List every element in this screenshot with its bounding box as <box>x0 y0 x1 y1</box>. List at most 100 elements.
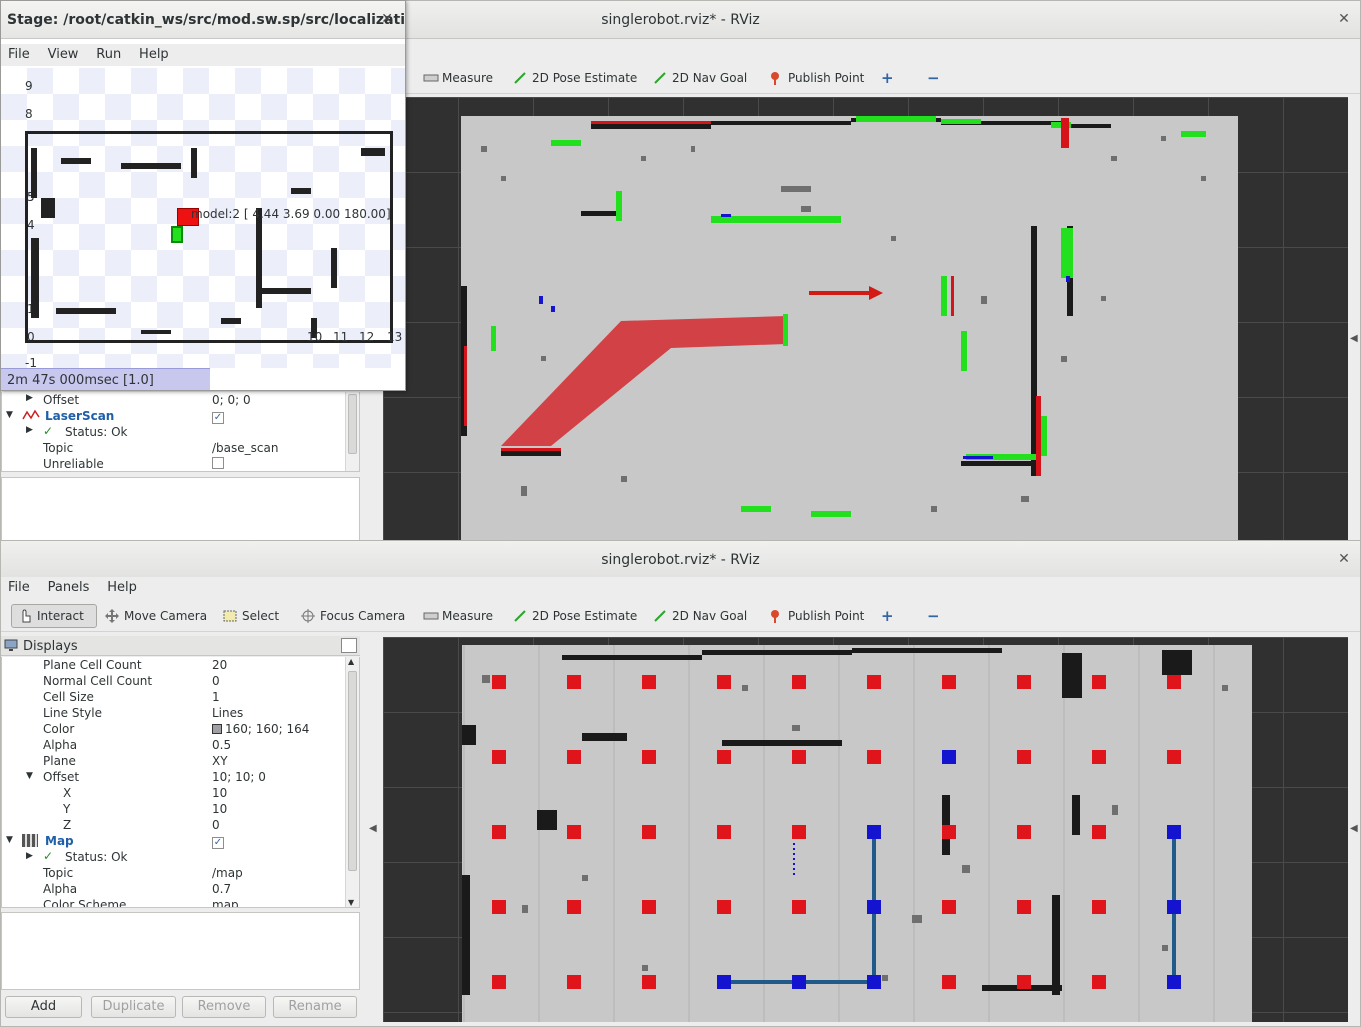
waypoint <box>567 675 581 689</box>
publish-point-tool[interactable]: Publish Point <box>763 604 870 628</box>
remove-button[interactable]: Remove <box>182 996 266 1018</box>
remove-tool-button[interactable]: − <box>921 66 946 90</box>
map-pin-icon <box>769 71 783 85</box>
add-tool-button[interactable]: + <box>875 604 900 628</box>
scroll-up-icon[interactable]: ▲ <box>348 657 355 666</box>
property-row[interactable]: Y 10 <box>2 801 345 817</box>
enabled-checkbox[interactable]: ✓ <box>212 412 224 424</box>
checkmark-icon: ✓ <box>43 849 54 863</box>
property-row[interactable]: Cell Size 1 <box>2 689 345 705</box>
waypoint <box>1017 825 1031 839</box>
property-value: 160; 160; 164 <box>212 722 309 736</box>
menu-view[interactable]: View <box>47 47 79 62</box>
scrollbar[interactable]: ▲ ▼ <box>345 657 359 907</box>
property-value: 0 <box>212 674 220 688</box>
close-icon[interactable]: ✕ <box>1338 551 1350 567</box>
waypoint <box>867 675 881 689</box>
move-camera-tool[interactable]: Move Camera <box>99 604 213 628</box>
waypoint <box>1017 675 1031 689</box>
robot-laser-footprint <box>171 226 183 243</box>
bottom-rviz-titlebar[interactable]: singlerobot.rviz* - RViz ✕ <box>1 541 1360 579</box>
measure-tool[interactable]: Measure <box>417 66 499 90</box>
expand-arrow-icon: ▶ <box>26 851 33 861</box>
left-dock-handle[interactable]: ◀ <box>367 637 379 1022</box>
focus-camera-tool[interactable]: Focus Camera <box>295 604 411 628</box>
bottom-rviz-window: singlerobot.rviz* - RViz ✕ File Panels H… <box>0 540 1361 1027</box>
right-dock-handle[interactable]: ◀ <box>1348 637 1360 1022</box>
menu-help[interactable]: Help <box>139 47 169 62</box>
interact-tool[interactable]: Interact <box>11 604 97 628</box>
pose-estimate-tool[interactable]: 2D Pose Estimate <box>507 66 643 90</box>
property-row[interactable]: X 10 <box>2 785 345 801</box>
property-row[interactable]: Topic /base_scan <box>2 440 345 456</box>
stage-titlebar[interactable]: Stage: /root/catkin_ws/src/mod.sw.sp/src… <box>1 1 405 39</box>
waypoint <box>792 900 806 914</box>
add-tool-button[interactable]: + <box>875 66 900 90</box>
scrollbar[interactable] <box>345 392 359 471</box>
add-button[interactable]: Add <box>5 996 82 1018</box>
enabled-checkbox[interactable]: ✓ <box>212 837 224 849</box>
top-3d-viewport[interactable] <box>383 97 1349 540</box>
menu-help[interactable]: Help <box>107 580 137 595</box>
property-row[interactable]: Topic/map <box>2 865 345 881</box>
property-row[interactable]: ▼ Map ✓ <box>2 833 345 849</box>
pose-estimate-tool[interactable]: 2D Pose Estimate <box>507 604 643 628</box>
property-key: Topic <box>43 866 74 880</box>
measure-label: Measure <box>442 71 493 85</box>
scrollbar-thumb[interactable] <box>348 394 357 454</box>
close-icon[interactable]: ✕ <box>381 11 393 27</box>
menu-run[interactable]: Run <box>96 47 122 62</box>
close-icon[interactable]: ✕ <box>1338 11 1350 27</box>
property-row[interactable]: Color 160; 160; 164 <box>2 721 345 737</box>
status-row[interactable]: ▶ ✓ Status: Ok <box>2 424 345 440</box>
display-laserscan[interactable]: ▼ LaserScan ✓ <box>2 408 345 424</box>
property-row[interactable]: Unreliable <box>2 456 345 471</box>
duplicate-button[interactable]: Duplicate <box>91 996 176 1018</box>
menu-file[interactable]: File <box>8 47 30 62</box>
right-dock-handle[interactable]: ◀ <box>1348 97 1360 540</box>
plus-icon: + <box>881 69 894 87</box>
menu-panels[interactable]: Panels <box>47 580 90 595</box>
waypoint <box>567 825 581 839</box>
property-row[interactable]: Line Style Lines <box>2 705 345 721</box>
select-tool[interactable]: Select <box>217 604 285 628</box>
property-row[interactable]: ▶ ✓ Status: Ok <box>2 849 345 865</box>
property-row[interactable]: Plane Cell Count 20 <box>2 657 345 673</box>
property-key: Alpha <box>43 738 78 752</box>
property-value: 0.5 <box>212 738 231 752</box>
scrollbar-thumb[interactable] <box>348 671 357 871</box>
property-row[interactable]: Plane XY <box>2 753 345 769</box>
property-row[interactable]: Color Scheme map <box>2 897 345 907</box>
property-value: 1 <box>212 690 220 704</box>
nav-goal-label: 2D Nav Goal <box>672 71 748 85</box>
property-row[interactable]: Normal Cell Count 0 <box>2 673 345 689</box>
publish-point-label: Publish Point <box>788 609 865 623</box>
nav-goal-tool[interactable]: 2D Nav Goal <box>647 604 753 628</box>
bottom-3d-viewport[interactable] <box>383 637 1349 1022</box>
nav-goal-tool[interactable]: 2D Nav Goal <box>647 66 753 90</box>
property-value-text: 20 <box>212 658 228 672</box>
minus-icon: − <box>927 69 940 87</box>
stage-canvas[interactable]: 9 8 5 4 1 0 -1 model:2 [ 4.44 3.69 0.00 … <box>1 68 405 370</box>
property-row[interactable]: Alpha 0.7 <box>2 881 345 897</box>
float-panel-button[interactable] <box>341 638 357 653</box>
displays-header: Displays <box>1 636 360 656</box>
waypoint-visited <box>867 825 881 839</box>
unreliable-checkbox[interactable] <box>212 457 224 471</box>
rename-button[interactable]: Rename <box>273 996 357 1018</box>
y-tick: 8 <box>25 107 33 121</box>
menu-file[interactable]: File <box>8 580 30 595</box>
waypoint <box>942 900 956 914</box>
bottom-menubar: File Panels Help <box>1 577 1360 599</box>
property-row[interactable]: ▶ Offset 0; 0; 0 <box>2 392 345 408</box>
publish-point-tool[interactable]: Publish Point <box>763 66 870 90</box>
remove-tool-button[interactable]: − <box>921 604 946 628</box>
measure-tool[interactable]: Measure <box>417 604 499 628</box>
property-row[interactable]: ▼ Offset 10; 10; 0 <box>2 769 345 785</box>
property-row[interactable]: Alpha 0.5 <box>2 737 345 753</box>
waypoint <box>1167 675 1181 689</box>
bottom-empty-panel <box>1 912 360 990</box>
scroll-down-icon[interactable]: ▼ <box>348 898 355 907</box>
bottom-rviz-title: singlerobot.rviz* - RViz <box>601 552 760 568</box>
